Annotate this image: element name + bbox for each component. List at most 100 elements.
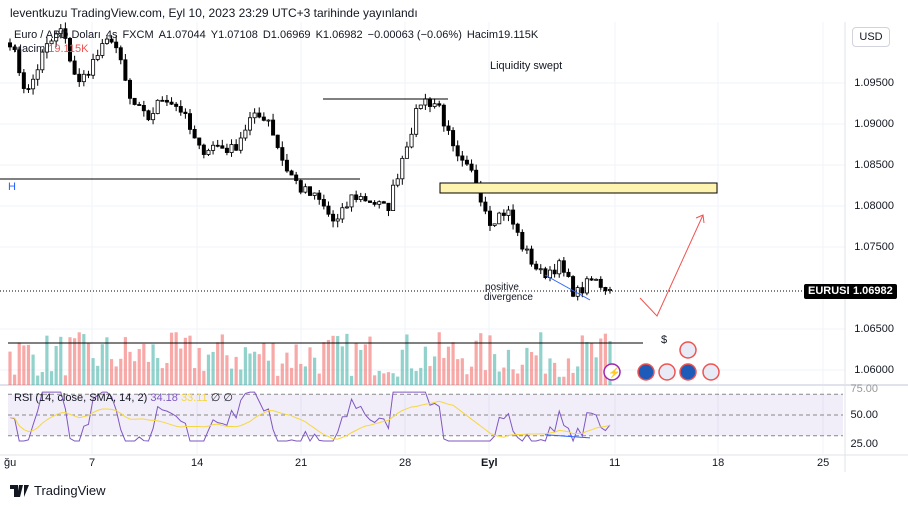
candle	[303, 186, 308, 193]
time-label: 18	[712, 457, 725, 469]
candle	[58, 28, 63, 34]
rsi-axis-label: 75.00	[850, 383, 878, 395]
candle	[395, 178, 400, 186]
volume-bar	[363, 344, 367, 385]
volume-bar	[128, 351, 132, 385]
time-label: 25	[817, 457, 830, 469]
volume-bar	[446, 346, 451, 385]
candle	[21, 72, 26, 89]
candle	[118, 47, 123, 61]
divergence-note[interactable]: positive	[485, 282, 519, 293]
candle	[187, 113, 192, 130]
candle	[261, 116, 266, 121]
price-chart[interactable]: ⚡	[0, 22, 908, 472]
divergence-note[interactable]: divergence	[484, 292, 533, 303]
projection-arrow	[639, 214, 704, 317]
price-label: 1.07500	[854, 241, 894, 253]
volume-bar	[188, 335, 192, 385]
volume-bar	[373, 375, 377, 385]
candle	[520, 231, 525, 250]
candle	[423, 98, 428, 106]
candle	[298, 180, 303, 193]
volume-bar	[73, 338, 77, 385]
volume-bar	[276, 375, 280, 385]
rsi-title[interactable]: RSI (14, close, SMA, 14, 2)	[14, 392, 148, 404]
us-event-icon[interactable]	[658, 363, 676, 381]
candle	[114, 41, 119, 49]
us-event-icon[interactable]	[702, 363, 720, 381]
us-event-icon[interactable]	[679, 341, 697, 359]
volume-bar	[442, 357, 446, 385]
candle	[81, 73, 86, 83]
volume-bar	[225, 355, 229, 385]
volume-bar	[49, 371, 54, 385]
volume-bar	[26, 344, 31, 385]
symbol-legend: Euro / ABD Doları 4s FXCM A1.07044 Y1.07108 D…	[14, 29, 543, 41]
candle	[589, 278, 594, 281]
volume-bar	[123, 337, 127, 385]
arrow-head-icon	[695, 214, 705, 224]
volume-bar	[45, 335, 49, 385]
candle	[100, 43, 105, 56]
candle	[229, 144, 234, 153]
candle	[404, 146, 409, 159]
volume-bar	[465, 374, 469, 385]
rsi-value: 34.18	[150, 392, 178, 404]
volume-bar	[68, 337, 72, 385]
price-label: 1.09000	[854, 118, 894, 130]
volume-bar	[497, 371, 501, 385]
volume-bar	[59, 336, 63, 385]
volume-bar	[253, 351, 257, 385]
candle	[234, 144, 239, 151]
candle	[169, 101, 174, 105]
dividend-marker[interactable]: $	[661, 334, 668, 346]
liquidity-swept-note[interactable]: Liquidity swept	[490, 60, 563, 72]
eu-event-icon[interactable]	[679, 363, 697, 381]
volume-bar	[368, 336, 372, 385]
volume-bar	[174, 332, 178, 385]
candle	[26, 88, 31, 90]
volume-bar	[239, 369, 243, 385]
close-value: K1.06982	[315, 29, 363, 41]
candle	[49, 40, 54, 45]
eu-event-icon[interactable]	[637, 363, 655, 381]
tradingview-logo[interactable]: TradingView	[10, 483, 106, 498]
rsi-extra: ∅	[223, 392, 233, 404]
time-label: 7	[89, 457, 96, 469]
symbol-name[interactable]: Euro / ABD Doları	[14, 29, 101, 41]
rsi-divergence-line	[544, 434, 591, 439]
volume-bar	[414, 370, 418, 385]
candle	[381, 201, 386, 204]
candle	[492, 223, 497, 226]
volume-bar	[179, 348, 183, 385]
volume-bar	[229, 368, 234, 385]
volume-bar	[400, 349, 404, 385]
price-label: 1.08500	[854, 159, 894, 171]
candle	[566, 271, 571, 277]
candle	[151, 113, 156, 121]
lightning-glyph: ⚡	[608, 366, 620, 379]
candle	[349, 194, 354, 208]
candle	[372, 202, 377, 205]
volume-bar	[109, 359, 114, 385]
candle	[224, 147, 229, 153]
open-value: A1.07044	[158, 29, 206, 41]
currency-button[interactable]: USD	[852, 27, 890, 47]
candle	[238, 137, 243, 151]
volume-bar	[308, 347, 312, 385]
price-label: 1.09500	[854, 77, 894, 89]
candle	[206, 149, 211, 155]
candle	[441, 104, 446, 127]
candle	[446, 125, 451, 131]
candle	[331, 213, 336, 222]
brand-name: TradingView	[34, 483, 106, 498]
candle	[72, 60, 77, 75]
lightning-event-icon[interactable]	[603, 363, 621, 381]
volume-bar	[331, 335, 335, 385]
volume-bar	[322, 342, 326, 385]
candle	[561, 260, 566, 273]
volume-bar	[377, 370, 381, 385]
volume-bar	[359, 349, 363, 385]
volume-bar	[566, 358, 571, 385]
rsi-extra: ∅	[210, 392, 221, 404]
